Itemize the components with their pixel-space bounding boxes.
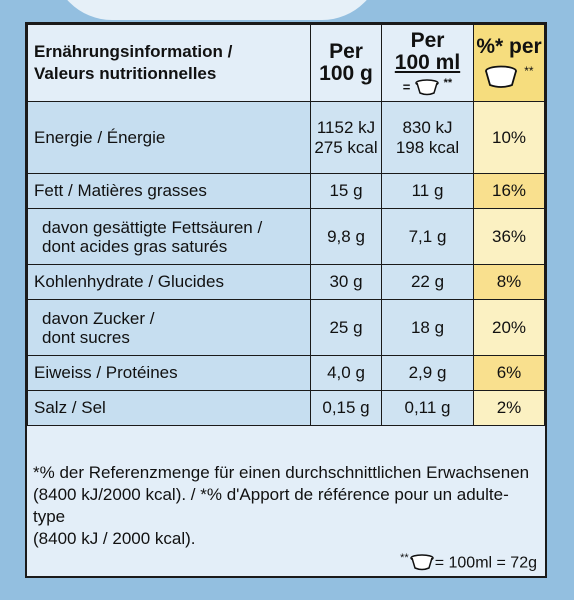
value-per-100g: 15 g bbox=[310, 173, 382, 209]
container-icon bbox=[415, 79, 439, 96]
percent-reference: 20% bbox=[473, 299, 545, 356]
header-per-100ml-serving: = ** bbox=[383, 74, 473, 96]
nutrient-name: Salz / Sel bbox=[27, 390, 311, 426]
table-row: Salz / Sel 0,15 g 0,11 g 2% bbox=[27, 390, 545, 426]
value-per-100g: 9,8 g bbox=[310, 208, 382, 265]
value-per-100g-kj: 1152 kJ bbox=[316, 117, 376, 137]
container-icon bbox=[485, 66, 518, 89]
serving-text: = 100ml = 72g bbox=[434, 554, 537, 571]
nutrient-name-de: davon gesättigte Fettsäuren / bbox=[42, 217, 263, 237]
header-per-100ml: Per 100 ml = ** bbox=[381, 24, 474, 102]
header-label-de: Ernährungsinformation / bbox=[34, 42, 233, 61]
header-per-100g-line1: Per bbox=[329, 40, 363, 63]
value-per-100ml: 22 g bbox=[381, 264, 474, 300]
footnote-line-2: (8400 kJ/2000 kcal). / *% d'Apport de ré… bbox=[33, 485, 509, 526]
header-per-100g-line2: 100 g bbox=[319, 62, 373, 85]
value-per-100g: 30 g bbox=[310, 264, 382, 300]
footnote-line-3: (8400 kJ / 2000 kcal). bbox=[33, 529, 196, 548]
header-percent-icon-line: ** bbox=[475, 58, 544, 90]
header-percent-mark: ** bbox=[524, 64, 534, 78]
value-per-100g: 0,15 g bbox=[310, 390, 382, 426]
nutrient-name: davon Zucker / dont sucres bbox=[27, 299, 311, 356]
value-per-100ml: 7,1 g bbox=[381, 208, 474, 265]
percent-reference: 8% bbox=[473, 264, 545, 300]
table-row: davon Zucker / dont sucres 25 g 18 g 20% bbox=[27, 299, 545, 356]
table-row: davon gesättigte Fettsäuren / dont acide… bbox=[27, 208, 545, 265]
value-per-100ml-kcal: 198 kcal bbox=[395, 137, 460, 157]
equals-sign: = bbox=[402, 79, 411, 95]
serving-mark: ** bbox=[400, 551, 409, 564]
header-percent: %* per ** bbox=[473, 24, 545, 102]
nutrient-name-de: davon Zucker / bbox=[42, 308, 155, 328]
header-per-100ml-line2: 100 ml bbox=[394, 50, 461, 74]
value-per-100g: 1152 kJ 275 kcal bbox=[310, 101, 382, 174]
value-per-100ml: 18 g bbox=[381, 299, 474, 356]
nutrition-panel: Ernährungsinformation / Valeurs nutritio… bbox=[25, 22, 547, 578]
percent-reference: 6% bbox=[473, 355, 545, 391]
table-row: Kohlenhydrate / Glucides 30 g 22 g 8% bbox=[27, 264, 545, 300]
value-per-100ml: 11 g bbox=[381, 173, 474, 209]
serving-note: ** = 100ml = 72g bbox=[400, 552, 537, 572]
value-per-100ml: 0,11 g bbox=[381, 390, 474, 426]
table-header-row: Ernährungsinformation / Valeurs nutritio… bbox=[27, 24, 545, 102]
nutrient-name-fr: dont sucres bbox=[42, 327, 130, 347]
table-row: Energie / Énergie 1152 kJ 275 kcal 830 k… bbox=[27, 101, 545, 174]
header-label: Ernährungsinformation / Valeurs nutritio… bbox=[27, 24, 311, 102]
header-per-100ml-mark: ** bbox=[443, 76, 453, 89]
nutrient-name: davon gesättigte Fettsäuren / dont acide… bbox=[27, 208, 311, 265]
footnote: *% der Referenzmenge für einen durchschn… bbox=[27, 456, 545, 576]
header-label-fr: Valeurs nutritionnelles bbox=[34, 64, 217, 83]
value-per-100g: 4,0 g bbox=[310, 355, 382, 391]
value-per-100ml-kj: 830 kJ bbox=[402, 117, 453, 137]
value-per-100g: 25 g bbox=[310, 299, 382, 356]
value-per-100ml: 830 kJ 198 kcal bbox=[381, 101, 474, 174]
nutrient-name: Fett / Matières grasses bbox=[27, 173, 311, 209]
nutrient-name: Energie / Énergie bbox=[27, 101, 311, 174]
value-per-100ml: 2,9 g bbox=[381, 355, 474, 391]
nutrient-name-fr: dont acides gras saturés bbox=[42, 236, 228, 256]
nutrient-name: Eiweiss / Protéines bbox=[27, 355, 311, 391]
percent-reference: 10% bbox=[473, 101, 545, 174]
header-percent-line1: %* per bbox=[476, 35, 542, 58]
background-shape bbox=[52, 0, 382, 20]
table-row: Eiweiss / Protéines 4,0 g 2,9 g 6% bbox=[27, 355, 545, 391]
table-row: Fett / Matières grasses 15 g 11 g 16% bbox=[27, 173, 545, 209]
footnote-line-1: *% der Referenzmenge für einen durchschn… bbox=[33, 463, 530, 482]
percent-reference: 36% bbox=[473, 208, 545, 265]
nutrition-table: Ernährungsinformation / Valeurs nutritio… bbox=[27, 24, 545, 426]
header-per-100g: Per 100 g bbox=[310, 24, 382, 102]
nutrient-name: Kohlenhydrate / Glucides bbox=[27, 264, 311, 300]
percent-reference: 16% bbox=[473, 173, 545, 209]
percent-reference: 2% bbox=[473, 390, 545, 426]
header-per-100ml-line1: Per bbox=[410, 28, 445, 52]
container-icon bbox=[409, 554, 434, 571]
value-per-100g-kcal: 275 kcal bbox=[314, 137, 378, 157]
